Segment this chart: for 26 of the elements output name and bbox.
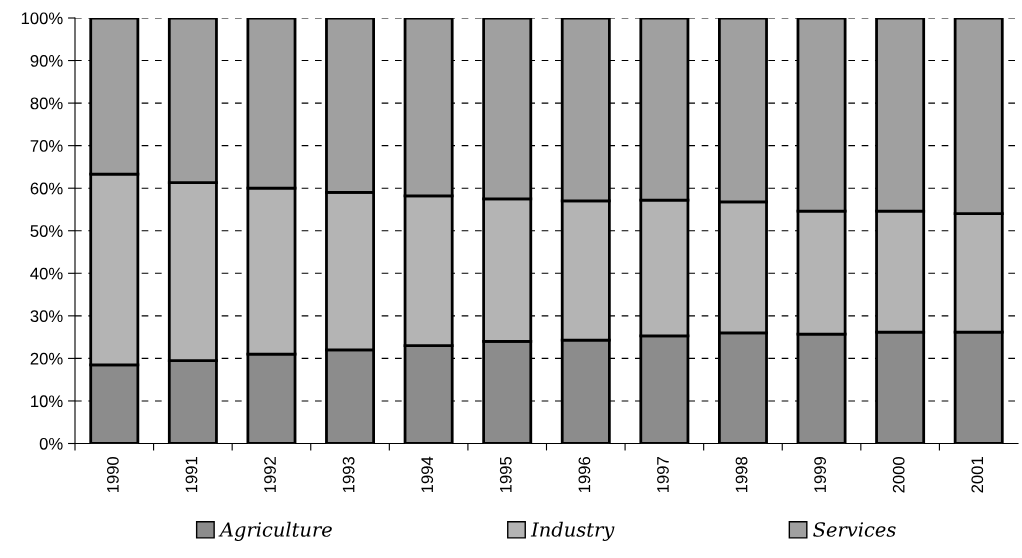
y-tick-label: 80% <box>30 97 63 110</box>
x-tick-label: 1998 <box>735 456 748 493</box>
y-tick-label: 100% <box>21 12 63 25</box>
x-tick-label: 1990 <box>106 456 119 493</box>
y-tick-label: 30% <box>30 310 63 323</box>
legend-label: Industry <box>530 521 615 541</box>
x-tick-label: 1991 <box>185 457 198 493</box>
x-tick-label: 2001 <box>971 457 984 493</box>
y-tick-label: 90% <box>30 54 63 67</box>
x-tick-label: 1992 <box>264 457 276 493</box>
y-tick-label: 50% <box>30 225 63 237</box>
x-tick-label: 1993 <box>342 456 355 493</box>
x-tick-label: 2000 <box>892 456 905 493</box>
legend-label: Agriculture <box>218 521 332 541</box>
y-tick-label: 60% <box>30 182 63 195</box>
x-tick-label: 1994 <box>421 456 434 493</box>
y-tick-label: 10% <box>31 395 63 408</box>
y-tick-label: 0% <box>39 437 63 450</box>
x-tick-label: 1997 <box>657 457 669 493</box>
x-tick-label: 1996 <box>578 456 591 493</box>
y-tick-label: 40% <box>30 267 63 280</box>
x-tick-label: 1995 <box>499 456 512 493</box>
y-tick-label: 20% <box>30 352 63 365</box>
y-tick-label: 70% <box>30 140 63 152</box>
x-tick-label: 1999 <box>814 457 827 493</box>
legend-label: Services <box>813 522 896 537</box>
